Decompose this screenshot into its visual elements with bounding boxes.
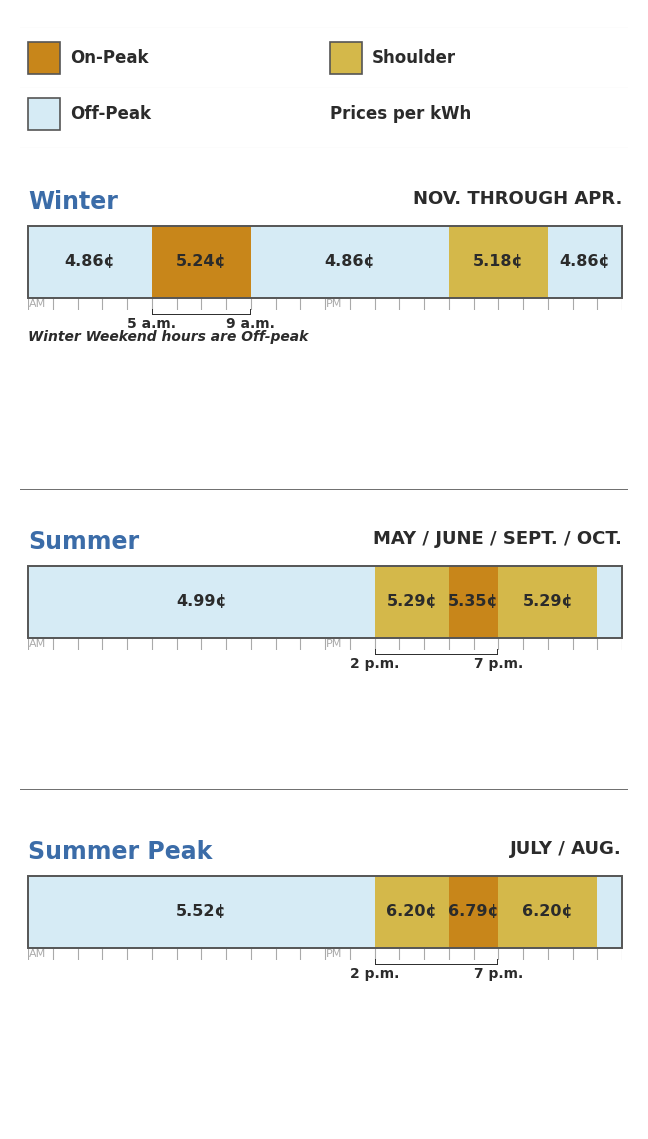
Text: Winter: Winter [28, 190, 118, 214]
Text: 5.18¢: 5.18¢ [473, 254, 524, 270]
Text: 4.86¢: 4.86¢ [65, 254, 115, 270]
Text: 5.29¢: 5.29¢ [386, 595, 437, 609]
Text: Shoulder: Shoulder [372, 49, 456, 67]
Text: 5 a.m.: 5 a.m. [127, 317, 176, 331]
Text: 5.52¢: 5.52¢ [176, 904, 227, 919]
Text: 6.79¢: 6.79¢ [448, 904, 499, 919]
Text: PM: PM [326, 949, 342, 959]
Text: NOV. THROUGH APR.: NOV. THROUGH APR. [413, 190, 622, 208]
Text: AM: AM [29, 300, 46, 309]
Text: Off-Peak: Off-Peak [70, 105, 151, 123]
Text: AM: AM [29, 949, 46, 959]
Text: Summer: Summer [28, 530, 139, 554]
Text: 5.29¢: 5.29¢ [522, 595, 573, 609]
Text: MAY / JUNE / SEPT. / OCT.: MAY / JUNE / SEPT. / OCT. [373, 530, 622, 548]
Text: Summer Peak: Summer Peak [28, 839, 213, 865]
Text: On-Peak: On-Peak [70, 49, 148, 67]
Text: 9 a.m.: 9 a.m. [226, 317, 275, 331]
Text: 2 p.m.: 2 p.m. [350, 967, 399, 981]
Text: 6.20¢: 6.20¢ [522, 904, 573, 919]
Text: PM: PM [326, 300, 342, 309]
Text: 5.35¢: 5.35¢ [448, 595, 499, 609]
Text: 4.99¢: 4.99¢ [176, 595, 227, 609]
Text: 2 p.m.: 2 p.m. [350, 657, 399, 671]
Text: JULY / AUG.: JULY / AUG. [510, 839, 622, 858]
Text: 7 p.m.: 7 p.m. [474, 967, 523, 981]
Text: 6.20¢: 6.20¢ [386, 904, 437, 919]
Text: AM: AM [29, 639, 46, 649]
Text: Prices per kWh: Prices per kWh [330, 105, 471, 123]
Text: 5.24¢: 5.24¢ [176, 254, 227, 270]
Text: 4.86¢: 4.86¢ [560, 254, 610, 270]
Text: Winter Weekend hours are Off-peak: Winter Weekend hours are Off-peak [28, 330, 308, 344]
Text: PM: PM [326, 639, 342, 649]
Text: 7 p.m.: 7 p.m. [474, 657, 523, 671]
Text: 4.86¢: 4.86¢ [325, 254, 375, 270]
